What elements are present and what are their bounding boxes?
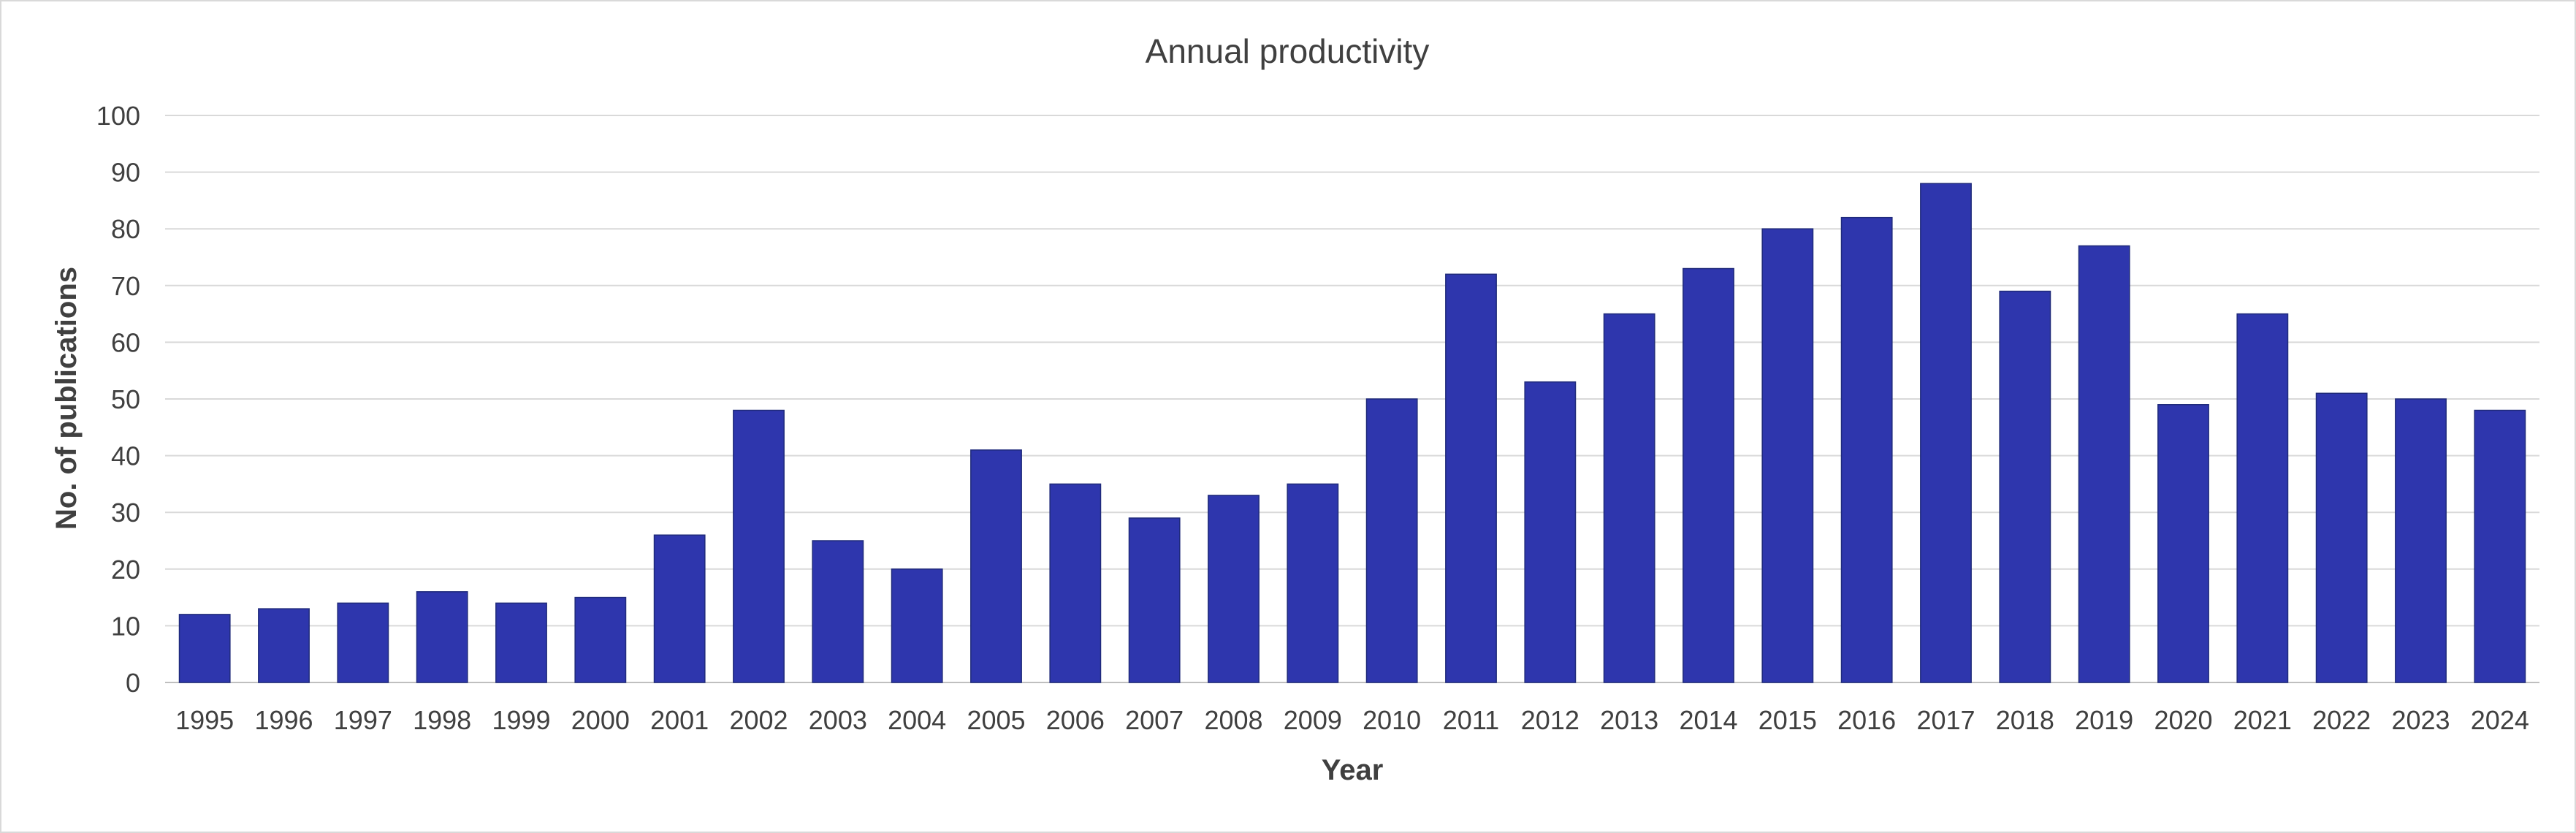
x-tick-label: 2024 <box>2471 705 2529 735</box>
bar-2023 <box>2395 398 2447 683</box>
bar-2008 <box>1208 495 1260 683</box>
y-tick-label: 0 <box>126 668 140 698</box>
bar-2004 <box>891 568 943 683</box>
x-axis-label: Year <box>1322 754 1384 786</box>
bar-2015 <box>1761 228 1814 683</box>
x-tick-label: 2004 <box>888 705 946 735</box>
bar-2001 <box>653 534 706 683</box>
x-tick-label: 2022 <box>2312 705 2371 735</box>
bar-2017 <box>1920 183 1972 683</box>
y-tick-label: 30 <box>111 498 140 528</box>
bar-2018 <box>1999 290 2051 683</box>
bar-2010 <box>1365 398 1418 683</box>
y-tick-label: 80 <box>111 214 140 244</box>
bar-2022 <box>2315 392 2368 683</box>
x-tick-label: 2005 <box>967 705 1025 735</box>
bar-2016 <box>1840 216 1893 683</box>
x-tick-label: 2016 <box>1837 705 1896 735</box>
x-tick-label: 2012 <box>1521 705 1579 735</box>
chart-title: Annual productivity <box>1146 32 1430 70</box>
x-tick-label: 2023 <box>2391 705 2450 735</box>
bar-2003 <box>812 540 864 683</box>
y-tick-label: 20 <box>111 555 140 585</box>
x-tick-label: 2009 <box>1284 705 1342 735</box>
x-tick-label: 1997 <box>334 705 392 735</box>
x-tick-label: 1996 <box>254 705 313 735</box>
x-tick-label: 2015 <box>1758 705 1817 735</box>
bar-2005 <box>970 449 1022 683</box>
bar-2024 <box>2474 409 2526 683</box>
x-tick-label: 2000 <box>571 705 630 735</box>
x-tick-label: 2020 <box>2154 705 2212 735</box>
x-tick-label: 2008 <box>1204 705 1262 735</box>
bars <box>178 183 2526 683</box>
bar-2019 <box>2078 245 2130 683</box>
x-tick-label: 2013 <box>1600 705 1658 735</box>
bar-2020 <box>2157 404 2209 683</box>
x-tick-label: 2021 <box>2233 705 2292 735</box>
y-axis-ticks: 0 10 20 30 40 50 60 70 80 90 100 <box>96 101 140 698</box>
bar-2007 <box>1128 517 1181 683</box>
bar-2009 <box>1287 483 1339 683</box>
x-tick-label: 1995 <box>175 705 234 735</box>
x-tick-label: 2018 <box>1996 705 2054 735</box>
bar-1997 <box>337 602 389 683</box>
bar-1999 <box>495 602 547 683</box>
bar-2014 <box>1683 267 1734 683</box>
x-tick-label: 2010 <box>1363 705 1421 735</box>
x-tick-label: 2017 <box>1916 705 1975 735</box>
x-tick-label: 2002 <box>729 705 788 735</box>
y-tick-label: 10 <box>111 611 140 641</box>
x-axis-ticks: 1995 1996 1997 1998 1999 2000 2001 2002 2003 2004… <box>175 705 2529 735</box>
y-axis-label: No. of publications <box>50 267 83 530</box>
x-tick-label: 2003 <box>809 705 867 735</box>
x-tick-label: 1999 <box>492 705 550 735</box>
bar-2021 <box>2236 313 2289 683</box>
bar-2013 <box>1603 313 1655 683</box>
y-tick-label: 40 <box>111 441 140 471</box>
x-tick-label: 2011 <box>1443 705 1499 735</box>
bar-2012 <box>1524 381 1577 683</box>
gridlines <box>165 115 2539 683</box>
y-tick-label: 70 <box>111 271 140 301</box>
bar-1996 <box>258 608 310 683</box>
bar-2011 <box>1445 273 1497 683</box>
bar-1998 <box>416 591 468 683</box>
x-tick-label: 1998 <box>413 705 471 735</box>
bar-1995 <box>178 614 231 683</box>
bar-2000 <box>574 596 627 683</box>
x-tick-label: 2014 <box>1679 705 1737 735</box>
bar-2006 <box>1049 483 1102 683</box>
y-tick-label: 100 <box>96 101 140 131</box>
x-tick-label: 2019 <box>2075 705 2133 735</box>
y-tick-label: 50 <box>111 384 140 414</box>
x-tick-label: 2007 <box>1125 705 1184 735</box>
y-tick-label: 90 <box>111 158 140 188</box>
x-tick-label: 2001 <box>650 705 709 735</box>
x-tick-label: 2006 <box>1046 705 1105 735</box>
y-tick-label: 60 <box>111 327 140 357</box>
bar-2002 <box>733 409 785 683</box>
